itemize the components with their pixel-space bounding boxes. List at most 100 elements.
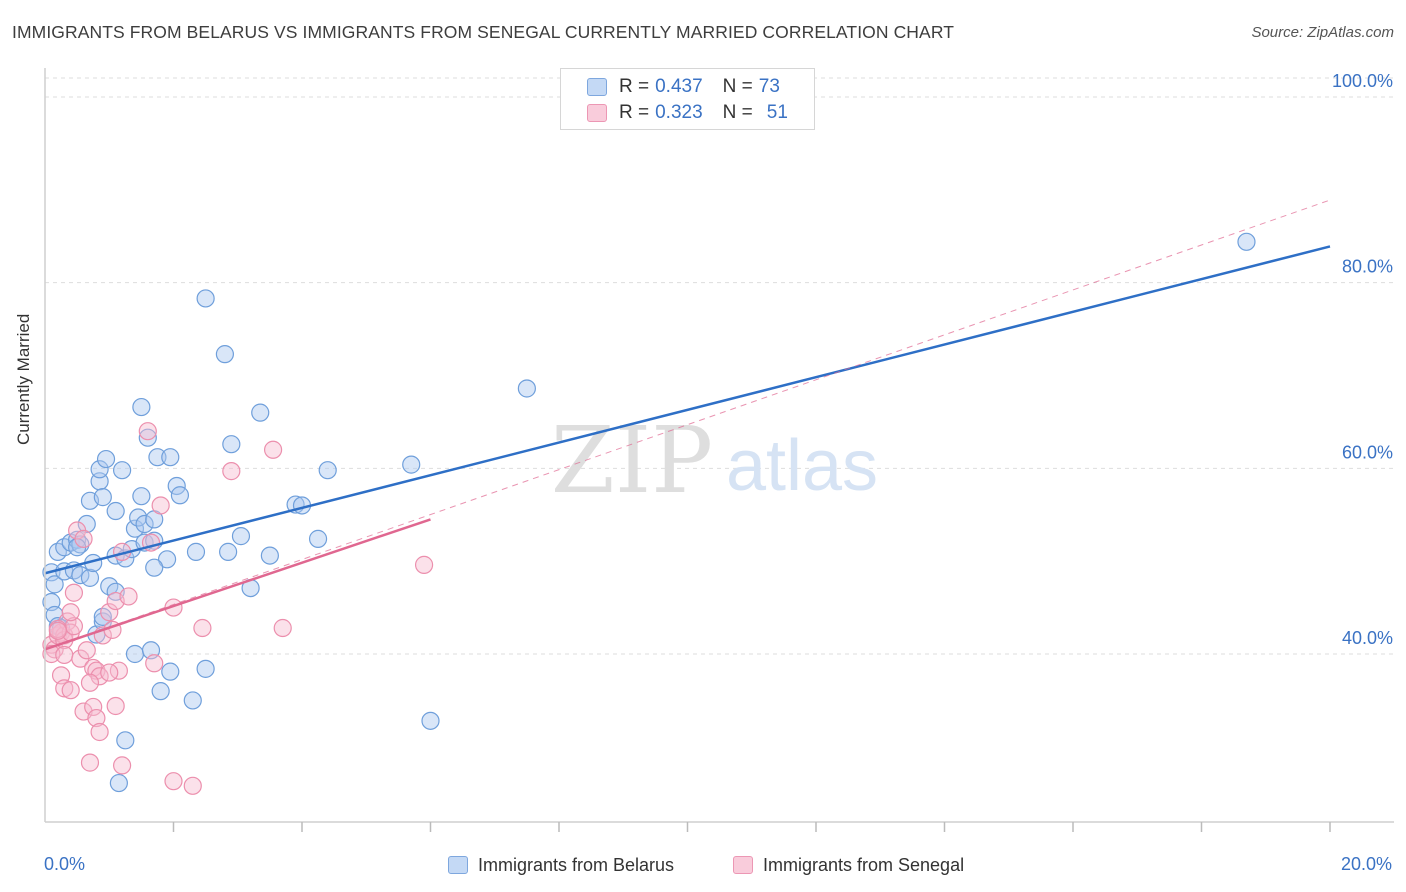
y-tick-label: 40.0% — [1342, 628, 1393, 648]
bottom-legend-belarus: Immigrants from Belarus — [448, 852, 674, 878]
senegal-point — [145, 654, 164, 673]
senegal-point — [138, 422, 157, 441]
x-tick-label: 20.0% — [1341, 854, 1392, 874]
legend-n-label: N = — [722, 102, 753, 123]
belarus-point — [132, 397, 151, 417]
belarus-point — [222, 435, 241, 454]
senegal-point — [193, 618, 212, 638]
belarus-point — [517, 379, 536, 398]
trend-layer — [44, 199, 1331, 651]
senegal-point — [119, 587, 138, 606]
belarus-point — [132, 487, 151, 506]
belarus-point — [183, 691, 202, 710]
belarus-point — [145, 558, 164, 577]
senegal-point — [80, 673, 100, 692]
senegal-point — [61, 603, 80, 622]
x-tick-label: 0.0% — [44, 854, 85, 874]
legend-row-senegal: R = 0.323 N = 51 — [587, 100, 788, 126]
senegal-point — [64, 583, 84, 602]
senegal-point — [55, 679, 74, 698]
belarus-point — [170, 486, 190, 505]
senegal-point — [55, 645, 74, 665]
belarus-point — [231, 527, 251, 546]
belarus-point — [90, 460, 109, 479]
senegal-point — [100, 663, 119, 682]
belarus-point — [45, 575, 64, 594]
axis-layer: 40.0% 60.0% 80.0% 100.0% 0.0% 20.0% — [44, 68, 1394, 874]
senegal-point — [183, 776, 202, 795]
belarus-point — [93, 488, 112, 507]
belarus-point — [112, 461, 132, 480]
watermark: ZIP atlas — [551, 407, 878, 514]
senegal-point — [87, 708, 106, 728]
legend-n-value: 73 — [758, 76, 780, 97]
bottom-legend-swatch-belarus — [448, 856, 468, 874]
senegal-point — [222, 462, 241, 481]
chart-title: IMMIGRANTS FROM BELARUS VS IMMIGRANTS FR… — [12, 22, 955, 42]
belarus-point — [129, 508, 148, 527]
bottom-legend-senegal: Immigrants from Senegal — [733, 852, 964, 878]
senegal-point — [414, 555, 434, 574]
legend-r-label: R = — [619, 102, 650, 123]
legend-n-value: 51 — [766, 102, 788, 123]
legend-swatch-belarus — [587, 78, 607, 96]
belarus-point — [148, 448, 167, 467]
belarus-trend-line — [44, 245, 1331, 575]
source-label: Source: ZipAtlas.com — [1251, 24, 1394, 41]
belarus-point — [77, 514, 96, 534]
senegal-point — [48, 621, 67, 640]
belarus-point — [125, 644, 145, 664]
senegal-point — [100, 603, 119, 622]
legend-r-label: R = — [619, 76, 650, 97]
senegal-point — [263, 440, 283, 459]
belarus-point — [71, 535, 90, 554]
y-tick-label: 80.0% — [1342, 257, 1393, 277]
senegal-point — [77, 641, 96, 660]
belarus-point — [80, 568, 100, 587]
belarus-point — [219, 542, 238, 561]
belarus-point — [260, 546, 279, 565]
belarus-point — [1237, 232, 1256, 251]
watermark-atlas: atlas — [726, 426, 878, 506]
legend-swatch-senegal — [587, 104, 607, 122]
senegal-point — [84, 697, 103, 717]
belarus-point — [308, 529, 328, 548]
bottom-legend-label-belarus: Immigrants from Belarus — [478, 854, 675, 875]
belarus-point — [196, 659, 215, 678]
senegal-point — [112, 756, 132, 775]
senegal-point — [61, 681, 80, 700]
senegal-point — [80, 753, 100, 772]
bottom-legend-label-senegal: Immigrants from Senegal — [763, 854, 965, 875]
belarus-point — [161, 662, 180, 681]
grid-layer — [45, 77, 1394, 655]
belarus-point — [106, 501, 125, 521]
y-tick-label: 100.0% — [1332, 71, 1393, 91]
senegal-point — [164, 772, 183, 791]
senegal-point — [151, 496, 170, 515]
belarus-point — [196, 289, 215, 308]
belarus-point — [135, 514, 154, 534]
belarus-point — [402, 455, 421, 474]
belarus-point — [421, 711, 440, 730]
senegal-trend-line — [44, 518, 431, 651]
belarus-point — [138, 428, 157, 447]
senegal-point — [74, 529, 93, 548]
senegal-trend-extension — [44, 199, 1331, 650]
belarus-point — [215, 345, 234, 364]
senegal-point — [273, 618, 292, 638]
senegal-point — [90, 722, 109, 742]
belarus-point — [161, 448, 180, 467]
legend-r-value: 0.437 — [655, 76, 703, 97]
legend-r-value: 0.323 — [655, 102, 703, 123]
senegal-point — [106, 696, 125, 716]
belarus-point — [151, 682, 170, 701]
belarus-point — [251, 403, 270, 422]
belarus-point — [96, 449, 116, 469]
bottom-legend-swatch-senegal — [733, 856, 753, 874]
belarus-point — [116, 731, 135, 750]
belarus-point — [318, 461, 337, 480]
belarus-point — [157, 550, 177, 569]
senegal-point — [90, 667, 109, 686]
y-tick-label: 60.0% — [1342, 442, 1393, 462]
